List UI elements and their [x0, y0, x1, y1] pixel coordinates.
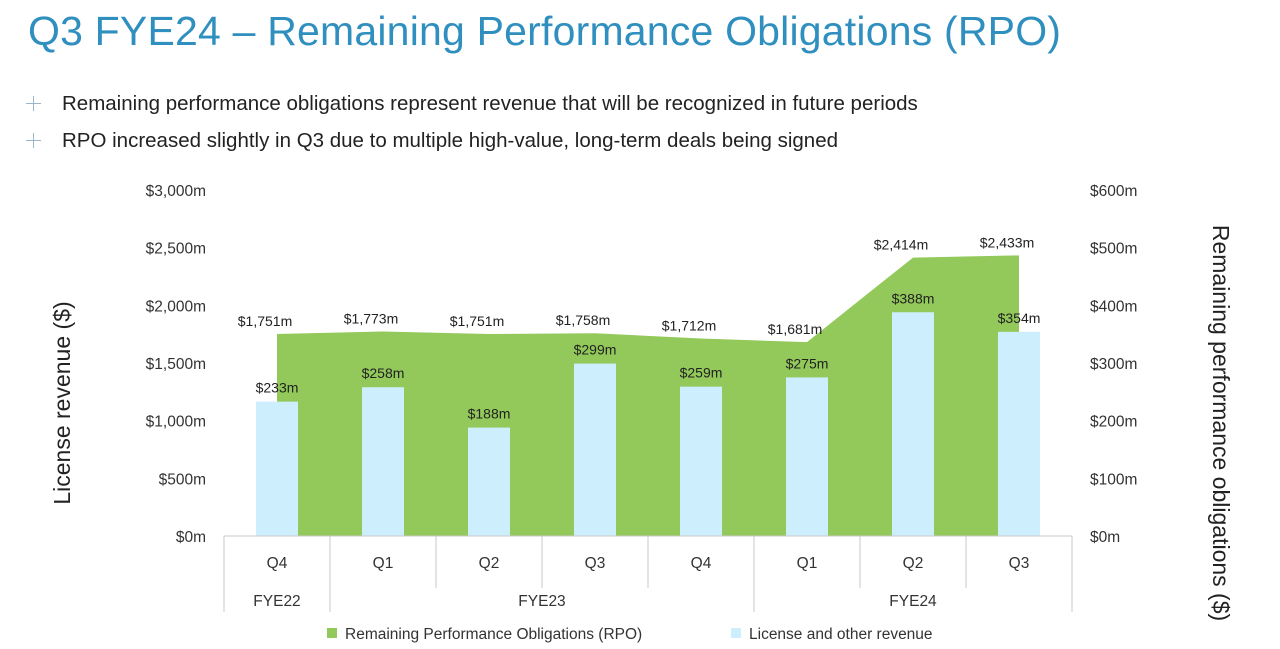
data-labels-layer: $1,751m $1,773m $1,751m $1,758m $1,712m $1,68… [238, 234, 1041, 421]
left-axis-tick-label: $1,500m [146, 356, 206, 373]
right-axis-tick-label: $200m [1090, 414, 1137, 431]
category-label: Q1 [797, 555, 818, 572]
rpo-data-label: $1,712m [662, 318, 716, 334]
left-axis-tick-label: $500m [159, 471, 206, 488]
revenue-data-label: $233m [256, 380, 299, 396]
revenue-bar [998, 331, 1040, 536]
revenue-data-label: $259m [680, 365, 723, 381]
rpo-data-label: $1,773m [344, 311, 398, 327]
category-label: Q4 [267, 555, 288, 572]
revenue-data-label: $258m [362, 365, 405, 381]
revenue-bars-layer [256, 312, 1040, 536]
revenue-bar [892, 312, 934, 536]
bullet-text: RPO increased slightly in Q3 due to mult… [62, 129, 839, 152]
category-group-label: FYE22 [253, 593, 300, 610]
legend-swatch-rpo [327, 628, 337, 638]
bullet-point: RPO increased slightly in Q3 due to mult… [24, 126, 838, 156]
revenue-data-label: $299m [574, 342, 617, 358]
category-label: Q2 [479, 555, 500, 572]
left-axis-tick-label: $3,000m [146, 183, 206, 200]
revenue-data-label: $354m [998, 310, 1041, 326]
right-axis-tick-label: $100m [1090, 471, 1137, 488]
revenue-bar [574, 363, 616, 536]
right-axis-tick-label: $600m [1090, 183, 1137, 200]
revenue-data-label: $188m [468, 406, 511, 422]
bullet-text: Remaining performance obligations repres… [62, 92, 918, 115]
legend-label-rpo: Remaining Performance Obligations (RPO) [345, 626, 642, 643]
category-label: Q3 [1009, 555, 1030, 572]
revenue-bar [786, 377, 828, 536]
legend-label-revenue: License and other revenue [749, 626, 933, 643]
category-label: Q3 [585, 555, 606, 572]
right-axis-tick-label: $300m [1090, 356, 1137, 373]
rpo-data-label: $1,681m [768, 321, 822, 337]
bullet-cross-icon [24, 94, 62, 114]
right-axis-title: Remaining performance obligations ($) [1208, 225, 1234, 621]
rpo-data-label: $2,433m [980, 234, 1034, 250]
rpo-data-label: $2,414m [874, 237, 928, 253]
revenue-bar [362, 387, 404, 536]
rpo-area-layer [277, 255, 1019, 537]
category-axis-layer: Q4 Q1 Q2 Q3 Q4 Q1 Q2 Q3 FYE22 FYE23 FYE24 [223, 535, 1073, 612]
revenue-data-label: $388m [892, 290, 935, 306]
revenue-bar [680, 386, 722, 536]
right-axis-tick-label: $400m [1090, 298, 1137, 315]
left-axis-title: License revenue ($) [49, 301, 75, 504]
category-label: Q4 [691, 555, 712, 572]
category-label: Q1 [373, 555, 394, 572]
bullet-point: Remaining performance obligations repres… [24, 89, 918, 119]
category-label: Q2 [903, 555, 924, 572]
rpo-area [277, 255, 1019, 537]
slide-title: Q3 FYE24 – Remaining Performance Obligat… [28, 8, 1062, 54]
revenue-data-label: $275m [786, 355, 829, 371]
legend-swatch-revenue [731, 628, 741, 638]
rpo-data-label: $1,758m [556, 312, 610, 328]
revenue-bar [256, 401, 298, 536]
left-axis-tick-label: $1,000m [146, 414, 206, 431]
bullet-cross-icon [24, 131, 62, 151]
rpo-data-label: $1,751m [238, 313, 292, 329]
category-group-label: FYE24 [889, 593, 937, 610]
left-axis-tick-label: $0m [176, 529, 206, 546]
right-axis-tick-label: $500m [1090, 241, 1137, 258]
left-axis-tick-label: $2,500m [146, 241, 206, 258]
axes-layer: $0m $500m $1,000m $1,500m $2,000m $2,500m $3,0… [49, 183, 1234, 621]
right-axis-tick-label: $0m [1090, 529, 1120, 546]
left-axis-tick-label: $2,000m [146, 298, 206, 315]
legend: Remaining Performance Obligations (RPO) L… [327, 626, 933, 643]
category-group-label: FYE23 [518, 593, 565, 610]
rpo-data-label: $1,751m [450, 313, 504, 329]
revenue-bar [468, 427, 510, 536]
